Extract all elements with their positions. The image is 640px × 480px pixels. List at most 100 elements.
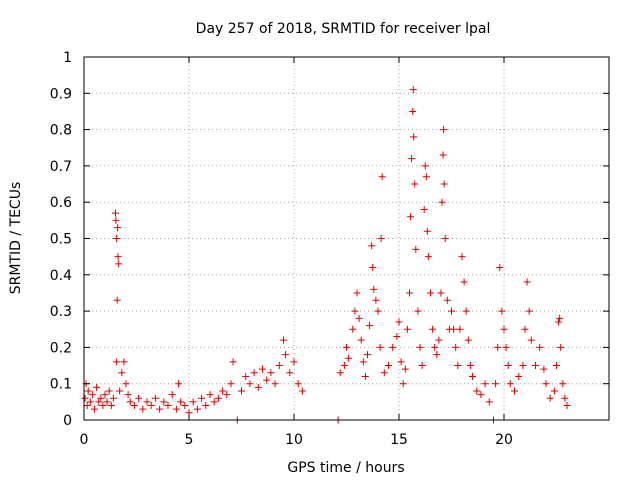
- data-point: [97, 394, 105, 402]
- data-point: [206, 391, 214, 399]
- data-point: [107, 401, 115, 409]
- data-point: [294, 380, 302, 388]
- data-point: [515, 372, 523, 380]
- data-point: [349, 325, 357, 333]
- data-point: [370, 285, 378, 293]
- data-point: [496, 264, 504, 272]
- y-tick-label: 0.3: [50, 304, 72, 320]
- data-point: [343, 343, 350, 351]
- data-point: [500, 325, 508, 333]
- data-point: [452, 343, 460, 351]
- data-point: [435, 336, 443, 344]
- data-point: [126, 398, 134, 406]
- y-axis-ticks: 0 0.1 0.2 0.3 0.4 0.5 0.6 0.7 0.8 0.9 1: [50, 50, 609, 429]
- data-point: [553, 362, 560, 370]
- data-point: [492, 380, 500, 388]
- data-point: [462, 307, 470, 315]
- data-point: [336, 369, 344, 377]
- data-point: [95, 398, 103, 406]
- data-point: [481, 380, 489, 388]
- data-point: [401, 365, 409, 373]
- data-point: [168, 391, 176, 399]
- data-point: [267, 369, 275, 377]
- y-tick-label: 0: [63, 413, 72, 429]
- grid: [84, 57, 609, 420]
- data-point: [485, 398, 493, 406]
- data-point: [416, 343, 424, 351]
- data-point: [399, 380, 407, 388]
- data-point: [555, 318, 563, 326]
- data-point: [81, 394, 89, 402]
- data-point: [353, 289, 361, 297]
- data-point: [172, 405, 180, 413]
- data-point: [546, 394, 554, 402]
- data-point: [458, 253, 466, 261]
- data-point: [355, 314, 363, 322]
- data-point: [385, 362, 392, 370]
- data-point: [372, 296, 380, 304]
- data-point: [181, 401, 189, 409]
- data-point: [177, 398, 185, 406]
- data-points: [81, 86, 571, 424]
- data-point: [175, 380, 182, 388]
- data-point: [340, 362, 348, 370]
- data-point: [377, 235, 385, 242]
- data-point: [406, 289, 413, 297]
- x-tick-label: 15: [390, 432, 408, 448]
- data-point: [376, 343, 384, 351]
- data-point: [540, 365, 548, 373]
- data-point: [345, 354, 353, 362]
- data-point: [407, 213, 415, 221]
- data-point: [374, 307, 382, 315]
- data-point: [525, 307, 533, 315]
- data-point: [429, 325, 437, 333]
- data-point: [464, 336, 472, 344]
- data-point: [403, 325, 411, 333]
- data-point: [114, 253, 122, 261]
- data-point: [409, 86, 417, 94]
- data-point: [477, 391, 485, 399]
- data-point: [164, 401, 172, 409]
- data-point: [556, 314, 564, 322]
- data-point: [369, 264, 377, 272]
- data-point: [454, 362, 462, 370]
- data-point: [114, 224, 122, 232]
- data-point: [411, 180, 419, 188]
- data-point: [521, 325, 529, 333]
- y-tick-label: 0.5: [50, 232, 72, 248]
- data-point: [101, 391, 109, 399]
- data-point: [557, 343, 565, 351]
- x-axis-ticks: 0 5 10 15 20: [80, 57, 513, 448]
- data-point: [393, 333, 401, 341]
- data-point: [504, 362, 512, 370]
- data-point: [139, 405, 147, 413]
- data-point: [456, 325, 464, 333]
- data-point: [103, 398, 111, 406]
- data-point: [160, 398, 168, 406]
- data-point: [563, 401, 571, 409]
- x-tick-label: 20: [495, 432, 513, 448]
- y-tick-label: 0.8: [50, 123, 72, 139]
- data-point: [550, 387, 558, 395]
- x-tick-label: 5: [185, 432, 194, 448]
- data-point: [441, 235, 449, 242]
- data-point: [130, 401, 138, 409]
- data-point: [219, 387, 227, 395]
- data-point: [99, 401, 107, 409]
- data-point: [290, 358, 298, 366]
- data-point: [438, 198, 446, 206]
- data-point: [105, 387, 113, 395]
- y-axis-label: SRMTID / TECUs: [8, 182, 24, 295]
- data-point: [440, 126, 448, 134]
- data-point: [418, 362, 426, 370]
- data-point: [113, 235, 121, 242]
- data-point: [109, 394, 117, 402]
- data-point: [523, 278, 531, 286]
- data-point: [298, 387, 306, 395]
- data-point: [511, 387, 518, 395]
- data-point: [494, 343, 502, 351]
- data-point: [409, 107, 417, 115]
- data-point: [118, 369, 126, 377]
- data-point: [380, 369, 388, 377]
- data-point: [414, 307, 422, 315]
